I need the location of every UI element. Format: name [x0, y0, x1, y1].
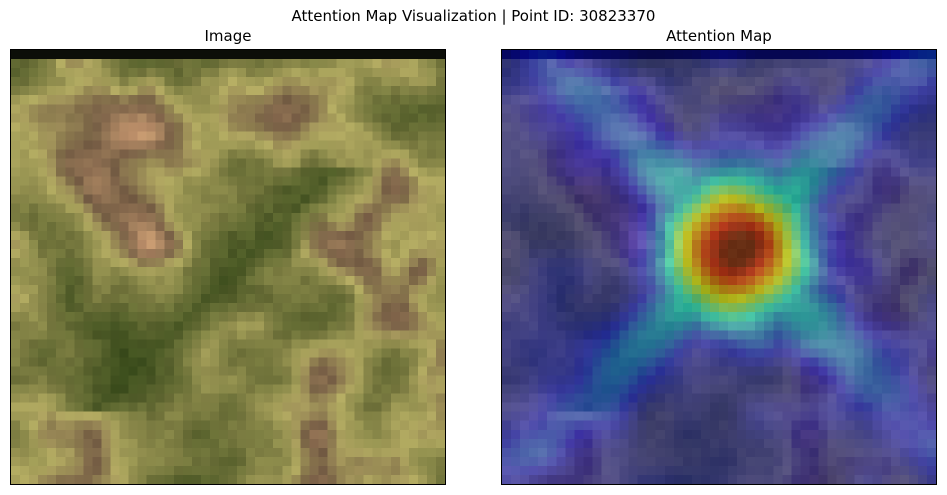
- image-panel-title: Image: [204, 27, 252, 45]
- satellite-image: [11, 50, 445, 484]
- attention-map-panel: [501, 49, 937, 485]
- satellite-image-panel: [10, 49, 446, 485]
- attention-panel-title: Attention Map: [666, 27, 772, 45]
- attention-heatmap-overlay: [502, 50, 936, 484]
- figure-title: Attention Map Visualization | Point ID: …: [291, 7, 656, 25]
